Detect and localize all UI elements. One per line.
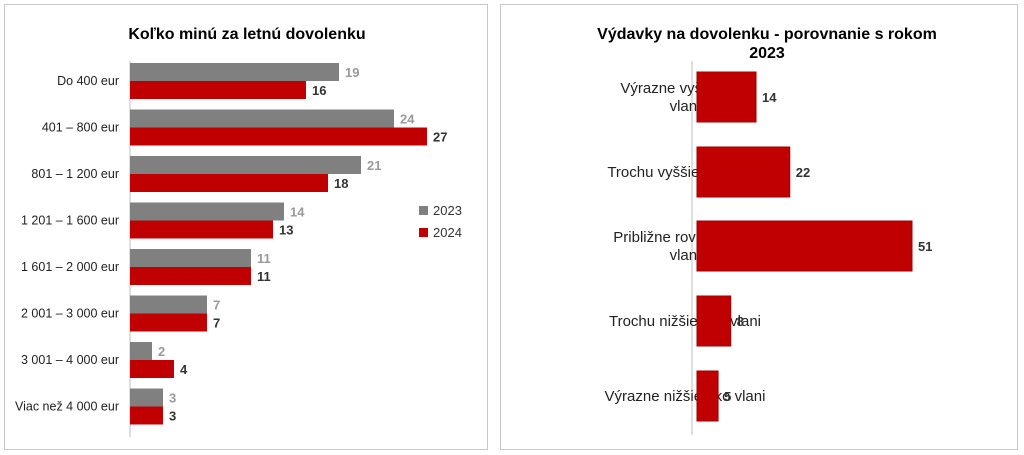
chart-left-bar-2023 <box>130 388 163 407</box>
chart-left-svg: Koľko minú za letnú dovolenku Do 400 eur… <box>15 26 462 437</box>
chart-right-category-label: Výrazne nižšie ako vlani <box>605 388 766 405</box>
chart-left-data-label-2023: 3 <box>169 391 176 406</box>
chart-left-data-label-2023: 21 <box>367 158 381 173</box>
chart-right-data-label: 14 <box>762 90 777 105</box>
legend-swatch-2023 <box>419 206 428 215</box>
chart-right-bar <box>696 370 719 422</box>
chart-left-bar-2023 <box>130 109 394 128</box>
chart-right-title-line: 2023 <box>749 45 785 62</box>
chart-left-title: Koľko minú za letnú dovolenku <box>128 26 365 43</box>
chart-left-bar-2024 <box>130 406 163 425</box>
chart-right-category-label: vlani <box>670 247 701 264</box>
chart-left-bar-2023 <box>130 63 339 81</box>
chart-left-category-label: 1 601 – 2 000 eur <box>21 260 119 274</box>
chart-left-data-label-2023: 14 <box>290 205 305 220</box>
chart-right-svg: Výdavky na dovolenku - porovnanie s roko… <box>597 26 937 435</box>
chart-right-bar <box>696 220 913 272</box>
chart-left-category-label: 1 201 – 1 600 eur <box>21 214 119 228</box>
chart-left-data-label-2024: 3 <box>169 409 176 424</box>
chart-right-category-label: vlani <box>670 98 701 115</box>
chart-left-bar-2024 <box>130 174 328 192</box>
chart-left-data-label-2023: 19 <box>345 65 359 80</box>
chart-right-data-label: 22 <box>796 165 810 180</box>
chart-right-bar <box>696 71 757 123</box>
chart-left-data-label-2024: 4 <box>180 362 188 377</box>
chart-left-bar-2024 <box>130 127 427 146</box>
chart-right-bar <box>696 295 732 347</box>
chart-left-data-label-2024: 27 <box>433 130 447 145</box>
chart-left-data-label-2023: 24 <box>400 112 415 127</box>
chart-left-bar-2024 <box>130 81 306 99</box>
chart-left-bar-2023 <box>130 342 152 360</box>
chart-right-title-line: Výdavky na dovolenku - porovnanie s roko… <box>597 26 937 43</box>
chart-left-data-label-2023: 11 <box>257 251 271 266</box>
chart-left-bar-2024 <box>130 267 251 285</box>
chart-left-category-label: 3 001 – 4 000 eur <box>21 353 119 367</box>
chart-left-bar-2024 <box>130 220 273 239</box>
chart-right-bar <box>696 146 791 198</box>
chart-left-data-label-2024: 11 <box>257 269 271 284</box>
chart-left-data-label-2023: 2 <box>158 344 165 359</box>
chart-left-data-label-2024: 13 <box>279 223 293 238</box>
chart-left-bar-2023 <box>130 295 207 314</box>
chart-left-data-label-2024: 7 <box>213 316 220 331</box>
chart-right-data-label: 5 <box>724 389 731 404</box>
chart-right-data-label: 8 <box>737 314 744 329</box>
chart-left-category-label: Do 400 eur <box>57 74 119 88</box>
chart-left-bar-2024 <box>130 313 207 332</box>
chart-left-panel: Koľko minú za letnú dovolenku Do 400 eur… <box>4 4 488 450</box>
chart-left-category-label: 2 001 – 3 000 eur <box>21 307 119 321</box>
chart-left-data-label-2024: 18 <box>334 176 348 191</box>
chart-left-category-label: Viac než 4 000 eur <box>15 400 119 414</box>
chart-left-category-label: 801 – 1 200 eur <box>31 167 119 181</box>
chart-left-bar-2023 <box>130 156 361 174</box>
legend-label-2024: 2024 <box>433 225 462 240</box>
chart-left-bar-2023 <box>130 249 251 267</box>
legend-label-2023: 2023 <box>433 203 462 218</box>
chart-left-bar-2024 <box>130 360 174 378</box>
chart-left-data-label-2023: 7 <box>213 298 220 313</box>
chart-left-category-label: 401 – 800 eur <box>42 121 119 135</box>
chart-left-bar-2023 <box>130 202 284 221</box>
chart-left-data-label-2024: 16 <box>312 83 326 98</box>
legend-swatch-2024 <box>419 228 428 237</box>
chart-right-panel: Výdavky na dovolenku - porovnanie s roko… <box>500 4 1018 450</box>
chart-right-data-label: 51 <box>918 239 932 254</box>
